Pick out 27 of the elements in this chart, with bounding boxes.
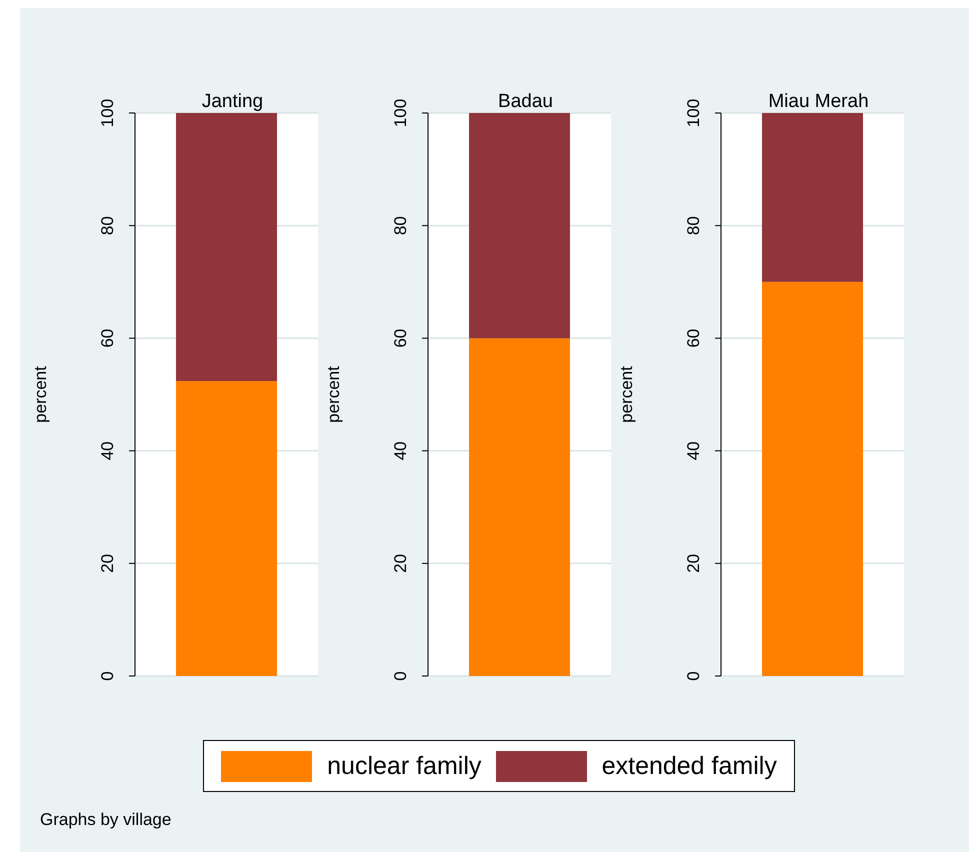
y-tick-label: 60 (98, 328, 117, 348)
y-axis-title: percent (31, 366, 50, 423)
y-tick-label: 60 (391, 328, 410, 348)
y-tick-label: 0 (98, 671, 117, 681)
y-tick-label: 40 (98, 441, 117, 460)
y-tick-label: 40 (391, 441, 410, 460)
y-tick-label: 20 (391, 554, 410, 573)
y-tick-label: 60 (684, 328, 703, 348)
legend-label: extended family (602, 752, 777, 780)
y-tick-label: 0 (684, 671, 703, 681)
y-tick-label: 20 (684, 554, 703, 573)
text: Graphs by village (40, 810, 172, 830)
y-tick-label: 0 (391, 671, 410, 681)
chart-title: Janting (200, 91, 264, 113)
y-tick-label: 100 (98, 98, 117, 128)
y-tick-label: 80 (684, 216, 703, 236)
y-axis-title: percent (324, 366, 344, 423)
legend-label: nuclear family (327, 752, 482, 780)
y-tick-label: 100 (684, 98, 703, 128)
y-axis-title: percent (617, 366, 636, 423)
y-tick-label: 80 (98, 216, 117, 236)
y-tick-label: 20 (98, 554, 117, 573)
y-tick-label: 40 (684, 441, 703, 460)
y-tick-label: 100 (391, 98, 410, 128)
y-tick-label: 80 (391, 216, 410, 236)
chart-title: Miau Merah (767, 91, 870, 113)
chart-title: Badau (497, 91, 554, 113)
